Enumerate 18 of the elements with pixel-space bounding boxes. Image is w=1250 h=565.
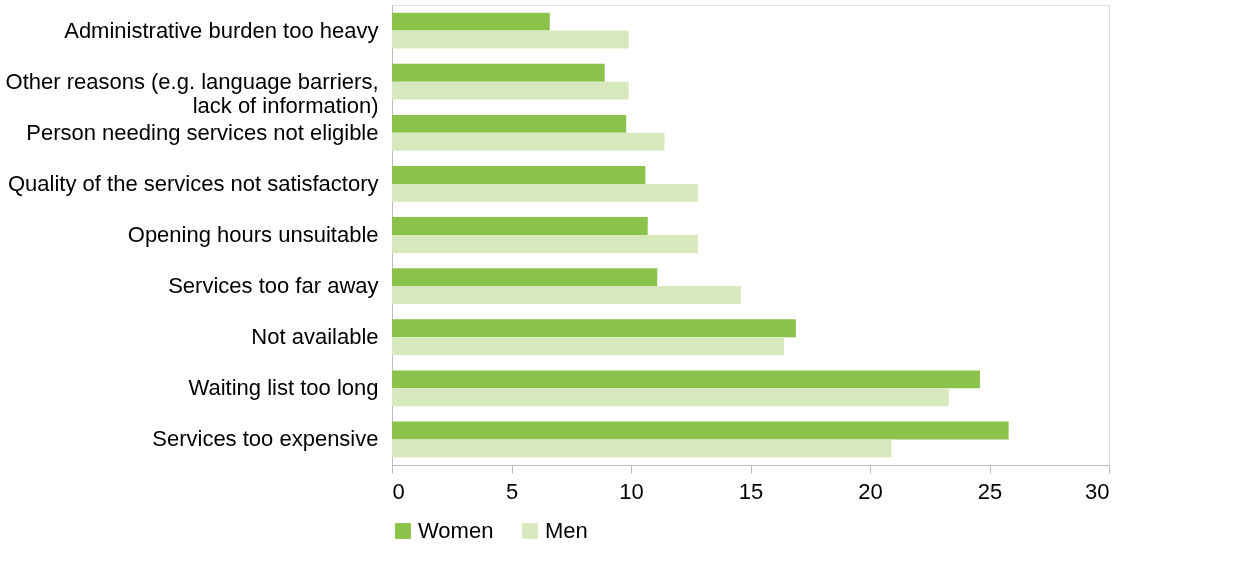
y-tick-label: Services too expensive bbox=[152, 426, 379, 452]
x-tick-label: 0 bbox=[392, 478, 405, 504]
legend-label: Women bbox=[418, 518, 494, 543]
x-tick-label: 30 bbox=[1085, 478, 1110, 504]
x-tick-label: 10 bbox=[619, 478, 644, 504]
y-tick-label: Opening hours unsuitable bbox=[127, 222, 379, 247]
x-tick-label: 5 bbox=[505, 478, 519, 504]
y-tick-label: Person needing services not eligible bbox=[26, 119, 379, 145]
legend-label: Men bbox=[545, 518, 588, 543]
x-tick-label: 15 bbox=[738, 478, 764, 504]
y-tick-label: Services too far away bbox=[168, 273, 379, 299]
x-tick-label: 20 bbox=[858, 478, 883, 504]
y-tick-label: Not available bbox=[251, 324, 379, 350]
y-tick-label: Waiting list too long bbox=[188, 375, 379, 401]
x-tick-label: 25 bbox=[977, 478, 1003, 504]
y-tick-label: Administrative burden too heavy bbox=[64, 17, 379, 43]
y-tick-label: Other reasons (e.g. language barriers, lack of information) bbox=[5, 68, 379, 118]
y-tick-label: Quality of the services not satisfactory bbox=[8, 170, 379, 196]
